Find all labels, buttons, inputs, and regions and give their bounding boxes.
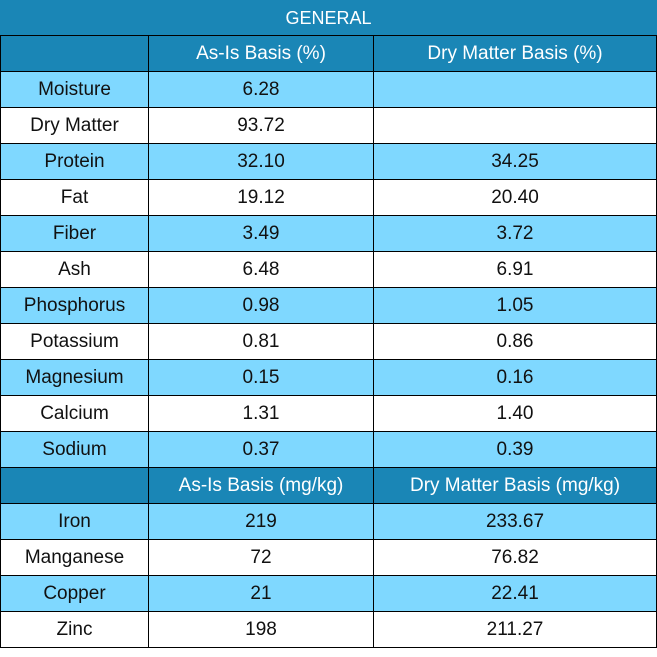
row-name: Sodium — [0, 431, 149, 468]
table-title: GENERAL — [0, 0, 657, 36]
table-row: Manganese 72 76.82 — [0, 539, 657, 576]
table-row: Zinc 198 211.27 — [0, 611, 657, 648]
mg-header-as-is: As-Is Basis (mg/kg) — [148, 467, 374, 504]
row-as-is-value: 0.81 — [148, 323, 374, 360]
row-dry-value: 233.67 — [372, 503, 657, 540]
row-dry-value — [372, 71, 657, 108]
row-name: Moisture — [0, 71, 149, 108]
row-name: Magnesium — [0, 359, 149, 396]
table-row: Magnesium 0.15 0.16 — [0, 359, 657, 396]
row-dry-value: 1.40 — [372, 395, 657, 432]
row-dry-value: 211.27 — [372, 611, 657, 648]
row-as-is-value: 3.49 — [148, 215, 374, 252]
percent-header-dry: Dry Matter Basis (%) — [372, 35, 657, 72]
row-dry-value: 3.72 — [372, 215, 657, 252]
mg-header-label — [0, 467, 149, 504]
row-name: Phosphorus — [0, 287, 149, 324]
row-as-is-value: 219 — [148, 503, 374, 540]
row-as-is-value: 1.31 — [148, 395, 374, 432]
row-name: Zinc — [0, 611, 149, 648]
table-row: Moisture 6.28 — [0, 71, 657, 108]
row-as-is-value: 32.10 — [148, 143, 374, 180]
table-row: Fiber 3.49 3.72 — [0, 215, 657, 252]
row-as-is-value: 93.72 — [148, 107, 374, 144]
row-as-is-value: 0.15 — [148, 359, 374, 396]
row-as-is-value: 0.98 — [148, 287, 374, 324]
mg-header-row: As-Is Basis (mg/kg) Dry Matter Basis (mg… — [0, 467, 657, 504]
row-name: Potassium — [0, 323, 149, 360]
row-dry-value — [372, 107, 657, 144]
row-name: Protein — [0, 143, 149, 180]
row-dry-value: 0.86 — [372, 323, 657, 360]
row-name: Manganese — [0, 539, 149, 576]
row-name: Ash — [0, 251, 149, 288]
table-row: Dry Matter 93.72 — [0, 107, 657, 144]
table-row: Potassium 0.81 0.86 — [0, 323, 657, 360]
row-dry-value: 6.91 — [372, 251, 657, 288]
row-dry-value: 76.82 — [372, 539, 657, 576]
table-row: Fat 19.12 20.40 — [0, 179, 657, 216]
row-dry-value: 34.25 — [372, 143, 657, 180]
table-row: Calcium 1.31 1.40 — [0, 395, 657, 432]
row-dry-value: 22.41 — [372, 575, 657, 612]
row-dry-value: 0.39 — [372, 431, 657, 468]
table-row: Copper 21 22.41 — [0, 575, 657, 612]
table-row: Phosphorus 0.98 1.05 — [0, 287, 657, 324]
percent-header-row: As-Is Basis (%) Dry Matter Basis (%) — [0, 35, 657, 72]
row-as-is-value: 72 — [148, 539, 374, 576]
row-as-is-value: 198 — [148, 611, 374, 648]
row-as-is-value: 0.37 — [148, 431, 374, 468]
row-name: Fat — [0, 179, 149, 216]
row-name: Calcium — [0, 395, 149, 432]
row-name: Dry Matter — [0, 107, 149, 144]
table-row: Iron 219 233.67 — [0, 503, 657, 540]
row-as-is-value: 21 — [148, 575, 374, 612]
table-title-row: GENERAL — [0, 0, 657, 36]
percent-header-label — [0, 35, 149, 72]
row-dry-value: 0.16 — [372, 359, 657, 396]
row-name: Iron — [0, 503, 149, 540]
row-name: Copper — [0, 575, 149, 612]
row-as-is-value: 6.28 — [148, 71, 374, 108]
table-row: Ash 6.48 6.91 — [0, 251, 657, 288]
percent-header-as-is: As-Is Basis (%) — [148, 35, 374, 72]
row-name: Fiber — [0, 215, 149, 252]
row-dry-value: 1.05 — [372, 287, 657, 324]
row-as-is-value: 6.48 — [148, 251, 374, 288]
row-dry-value: 20.40 — [372, 179, 657, 216]
mg-header-dry: Dry Matter Basis (mg/kg) — [372, 467, 657, 504]
row-as-is-value: 19.12 — [148, 179, 374, 216]
table-row: Sodium 0.37 0.39 — [0, 431, 657, 468]
table-row: Protein 32.10 34.25 — [0, 143, 657, 180]
